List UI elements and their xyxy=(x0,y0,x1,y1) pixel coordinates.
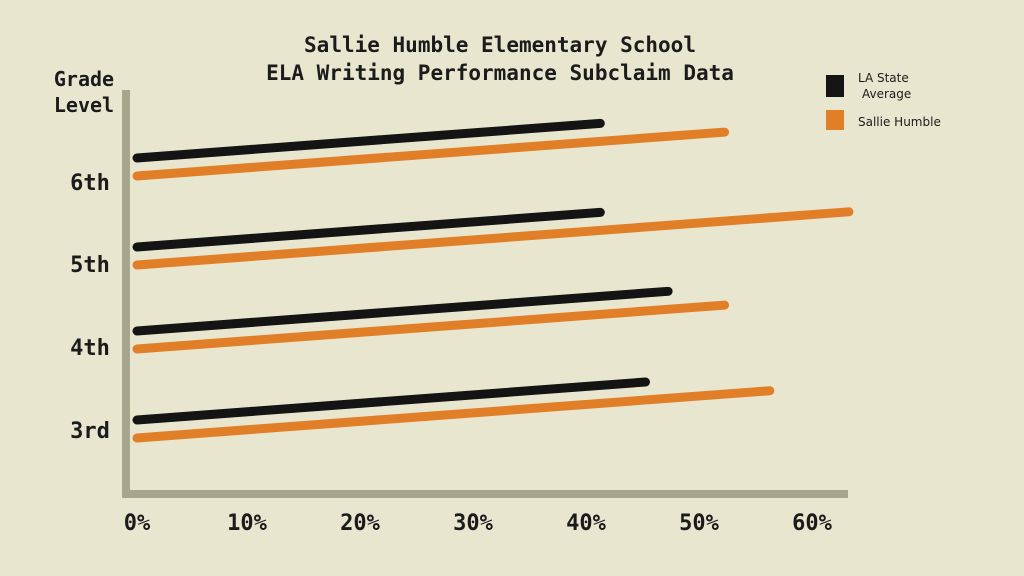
bar-4th-la-state-average xyxy=(132,286,673,336)
x-tick-label-50: 50% xyxy=(679,511,719,536)
bar-3rd-sallie-humble xyxy=(132,386,775,443)
bar-4th-sallie-humble xyxy=(132,300,730,354)
y-tick-labels: 3rd 4th 5th 6th xyxy=(70,171,110,444)
x-tick-label-40: 40% xyxy=(566,511,606,536)
chart-title-line-1: Sallie Humble Elementary School xyxy=(304,33,696,57)
legend-swatch-sallie-humble xyxy=(826,110,844,130)
bar-6th-la-state-average xyxy=(132,118,605,163)
x-axis-line xyxy=(122,490,848,498)
chart-title-line-2: ELA Writing Performance Subclaim Data xyxy=(266,61,734,85)
y-axis-line xyxy=(122,90,130,494)
legend-label-sallie-humble: Sallie Humble xyxy=(858,115,941,129)
legend-label-la-state-line-2: Average xyxy=(862,87,911,101)
bars-group xyxy=(132,118,854,443)
y-tick-label-6th: 6th xyxy=(70,171,110,196)
x-tick-label-30: 30% xyxy=(453,511,493,536)
y-tick-label-5th: 5th xyxy=(70,253,110,278)
bar-3rd-la-state-average xyxy=(132,377,650,425)
bar-5th-la-state-average xyxy=(132,207,605,252)
y-axis-title-line-2: Level xyxy=(54,93,114,117)
legend: LA State Average Sallie Humble xyxy=(826,71,941,130)
legend-swatch-la-state xyxy=(826,75,844,97)
bar-6th-sallie-humble xyxy=(132,127,730,181)
y-tick-label-3rd: 3rd xyxy=(70,419,110,444)
x-tick-label-60: 60% xyxy=(792,511,832,536)
y-axis-title-line-1: Grade xyxy=(54,67,114,91)
x-tick-labels: 0% 10% 20% 30% 40% 50% 60% xyxy=(124,511,833,536)
y-tick-label-4th: 4th xyxy=(70,336,110,361)
bar-5th-sallie-humble xyxy=(132,207,854,270)
x-tick-label-0: 0% xyxy=(124,511,151,536)
x-tick-label-20: 20% xyxy=(340,511,380,536)
legend-label-la-state-line-1: LA State xyxy=(858,71,909,85)
x-tick-label-10: 10% xyxy=(227,511,267,536)
